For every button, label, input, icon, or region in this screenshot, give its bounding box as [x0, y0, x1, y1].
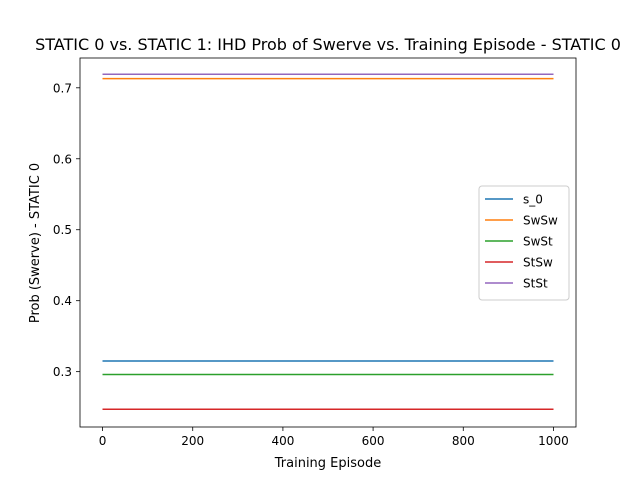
legend-label-s-0: s_0	[523, 193, 543, 207]
legend: s_0 SwSw SwSt StSw StSt	[478, 185, 570, 301]
legend-label-swsw: SwSw	[523, 214, 558, 228]
y-tick-label: 0.6	[53, 152, 72, 166]
y-tick-label: 0.3	[53, 365, 72, 379]
y-tick-label: 0.4	[53, 294, 72, 308]
plot-area: 0 200 400 600 800 1000 0.3 0.4 0.5 0.6 0.7	[53, 57, 577, 448]
x-tick-label: 800	[452, 434, 475, 448]
legend-label-swst: SwSt	[523, 235, 553, 249]
x-tick-label: 0	[99, 434, 107, 448]
y-axis-label: Prob (Swerve) - STATIC 0	[28, 163, 43, 323]
legend-box	[478, 185, 570, 301]
legend-label-stst: StSt	[523, 277, 548, 291]
axes-frame	[79, 57, 577, 428]
x-tick-label: 1000	[538, 434, 569, 448]
x-tick-label: 400	[271, 434, 294, 448]
legend-label-stsw: StSw	[523, 256, 553, 270]
y-tick-label: 0.7	[53, 81, 72, 95]
x-tick-label: 200	[181, 434, 204, 448]
x-axis-label: Training Episode	[274, 456, 381, 471]
y-tick-label: 0.5	[53, 223, 72, 237]
chart-title: STATIC 0 vs. STATIC 1: IHD Prob of Swerv…	[35, 35, 621, 54]
x-tick-label: 600	[362, 434, 385, 448]
